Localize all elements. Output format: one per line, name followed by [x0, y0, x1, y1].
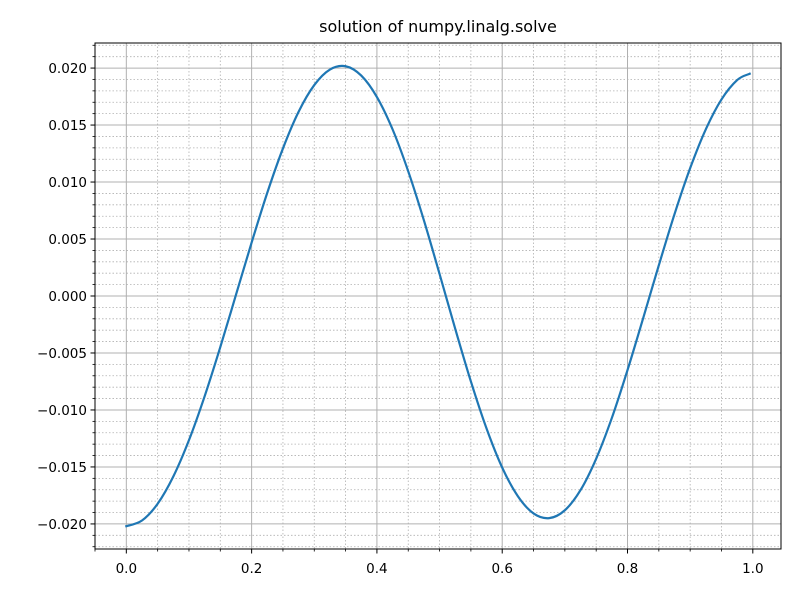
major-grid — [95, 43, 781, 549]
x-tick-label: 0.2 — [241, 561, 262, 577]
x-tick-label: 0.8 — [617, 561, 638, 577]
x-tick-label: 1.0 — [742, 561, 763, 577]
x-tick-label: 0.6 — [491, 561, 512, 577]
x-tick-label: 0.0 — [116, 561, 137, 577]
y-tick-label: −0.010 — [37, 403, 87, 419]
y-tick-label: 0.000 — [48, 289, 87, 305]
y-tick-label: 0.020 — [48, 61, 87, 77]
y-tick-label: −0.015 — [37, 460, 87, 476]
ticks-layer — [90, 44, 754, 554]
y-tick-label: −0.005 — [37, 346, 87, 362]
x-tick-label: 0.4 — [366, 561, 387, 577]
y-tick-label: −0.020 — [37, 517, 87, 533]
y-tick-label: 0.010 — [48, 175, 87, 191]
series-line — [124, 64, 752, 528]
chart-title: solution of numpy.linalg.solve — [319, 17, 557, 36]
series-layer — [124, 64, 752, 528]
y-tick-label: 0.015 — [48, 118, 87, 134]
y-tick-label: 0.005 — [48, 232, 87, 248]
tick-labels: 0.0 0.2 0.4 0.6 0.8 1.0 0.020 0.015 0.010 0.005 0.… — [37, 61, 764, 577]
